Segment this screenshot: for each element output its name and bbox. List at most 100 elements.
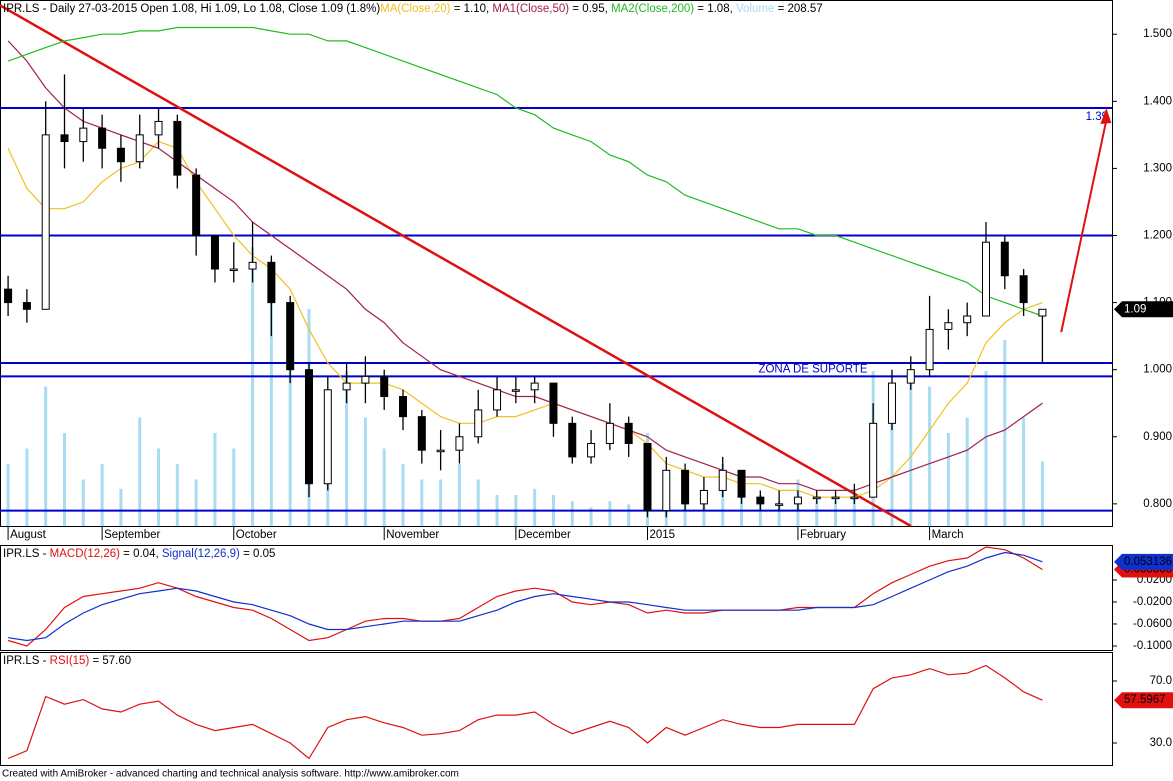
- x-tick-label: December: [518, 529, 571, 541]
- panel-frame: [0, 545, 1113, 651]
- volume-bar: [194, 479, 198, 526]
- indicator-line: [7, 664, 1043, 760]
- candle-body: [662, 469, 671, 512]
- volume-bar: [1003, 340, 1007, 526]
- legend-value: = 57.60: [92, 655, 131, 667]
- price-flag-label: 1.09: [1124, 303, 1146, 315]
- volume-bar: [175, 464, 179, 526]
- candle-body: [436, 449, 445, 453]
- candle-body: [944, 322, 953, 330]
- candle-body: [173, 120, 182, 176]
- candle-body: [4, 288, 13, 304]
- candle-body: [248, 261, 257, 270]
- price-flag: [1114, 553, 1173, 570]
- volume-bar: [382, 448, 386, 526]
- y-tick-label: 1.300: [1143, 162, 1172, 174]
- candle-body: [304, 369, 313, 485]
- volume-bar: [608, 501, 612, 526]
- volume-bar: [965, 417, 969, 526]
- candle-body: [455, 436, 464, 451]
- legend-name: MA(Close,20): [380, 3, 450, 15]
- candle-body: [229, 268, 238, 272]
- x-tick-label: February: [800, 529, 846, 541]
- volume-bar: [570, 501, 574, 526]
- candle-body: [380, 375, 389, 398]
- moving-average: [7, 26, 1043, 317]
- candle-body: [60, 134, 69, 143]
- volume-bar: [345, 371, 349, 526]
- volume-bar: [1040, 461, 1044, 526]
- price-flag: [1114, 301, 1173, 318]
- candle-body: [1019, 275, 1028, 304]
- legend-name: Signal(12,26,9): [162, 548, 240, 560]
- candle-body: [511, 389, 520, 392]
- candle-body: [793, 496, 802, 505]
- y-tick-label: 70.0: [1150, 675, 1172, 687]
- candle-body: [869, 422, 878, 498]
- footer: Created with AmiBroker - advanced charti…: [2, 769, 459, 780]
- volume-bar: [251, 247, 255, 526]
- candle-body: [22, 302, 31, 310]
- candle-body: [399, 396, 408, 418]
- candle-body: [963, 315, 972, 324]
- y-tick-label: 1.000: [1143, 364, 1172, 376]
- volume-bar: [984, 371, 988, 526]
- candle-body: [530, 382, 539, 391]
- volume-bar: [6, 464, 10, 526]
- panel-title: IPR.LS - MACD(12,26) = 0.04, Signal(12,2…: [3, 548, 275, 560]
- legend-value: = 0.04,: [123, 548, 159, 560]
- candle-body: [493, 389, 502, 411]
- candle-body: [267, 261, 276, 304]
- annotation: ZONA DE SUPORTE: [758, 364, 867, 376]
- legend-name: MA1(Close,50): [492, 3, 569, 15]
- volume-bar: [1022, 417, 1026, 526]
- candle-body: [549, 382, 558, 424]
- y-tick-label: 1.200: [1143, 230, 1172, 242]
- volume-bar: [288, 324, 292, 526]
- volume-bar: [683, 501, 687, 526]
- x-tick-label: March: [932, 529, 964, 541]
- y-tick-label: -0.0600: [1133, 618, 1172, 630]
- volume-bar: [890, 402, 894, 526]
- candle-body: [981, 241, 990, 317]
- volume-bar: [213, 433, 217, 526]
- legend-value: = 208.57: [778, 3, 823, 15]
- panel-frame: [0, 652, 1113, 766]
- volume-bar: [269, 278, 273, 526]
- candle-body: [361, 375, 370, 384]
- x-tick-label: November: [386, 529, 439, 541]
- y-tick-label: 1.400: [1143, 95, 1172, 107]
- volume-bar: [157, 448, 161, 526]
- volume-bar: [25, 448, 29, 526]
- volume-bar: [834, 501, 838, 526]
- legend-value: = 1.10,: [454, 3, 490, 15]
- candle-body: [699, 489, 708, 505]
- volume-bar: [63, 433, 67, 526]
- candle-body: [643, 442, 652, 512]
- x-tick-label: August: [10, 529, 47, 541]
- candle-body: [41, 134, 50, 310]
- candle-body: [98, 127, 107, 149]
- price-flag-label: 0.053136: [1124, 556, 1172, 568]
- candle-body: [756, 496, 765, 505]
- x-tick-label: September: [104, 529, 160, 541]
- y-tick-label: 30.0: [1150, 737, 1172, 749]
- volume-bar: [363, 417, 367, 526]
- indicator-line: [7, 546, 1043, 647]
- candle-body: [605, 422, 614, 444]
- candle-body: [342, 382, 351, 391]
- volume-bar: [533, 488, 537, 526]
- price-flag: [1114, 692, 1173, 709]
- candle-body: [474, 409, 483, 438]
- title-text: IPR.LS -: [3, 655, 50, 667]
- candle-body: [1038, 308, 1047, 317]
- candle-body: [154, 120, 163, 136]
- candle-body: [681, 469, 690, 505]
- candle-body: [906, 369, 915, 384]
- panel-title: IPR.LS - RSI(15) = 57.60: [3, 655, 131, 667]
- volume-bar: [946, 433, 950, 526]
- candle-body: [116, 147, 125, 163]
- volume-bar: [476, 479, 480, 526]
